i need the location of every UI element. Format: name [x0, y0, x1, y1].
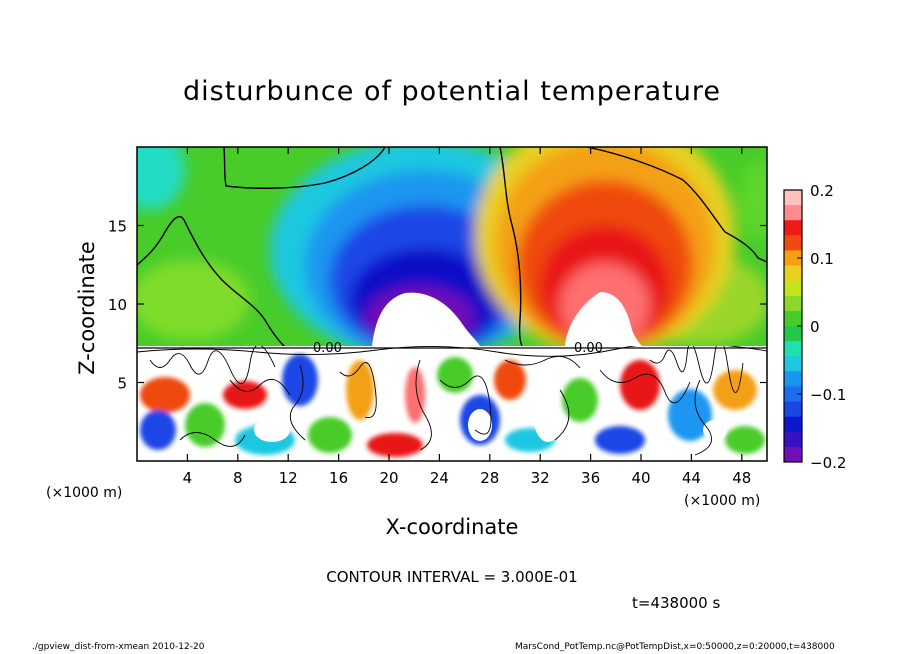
x-unit-left: (×1000 m)	[46, 485, 123, 501]
colorbar-swatch	[784, 250, 802, 267]
x-tick-label: 28	[480, 469, 499, 487]
contour-label-2: 0.00	[574, 341, 603, 356]
colorbar-swatch	[784, 235, 802, 251]
x-tick-label: 8	[233, 469, 243, 487]
colorbar-swatch	[784, 220, 802, 236]
contour-label-1: 0.00	[313, 341, 342, 356]
x-tick-label: 44	[682, 469, 701, 487]
x-tick-label: 20	[379, 469, 398, 487]
colorbar-swatch	[784, 265, 802, 282]
x-tick-label: 36	[581, 469, 600, 487]
colorbar-swatch	[784, 310, 802, 327]
colorbar-swatch	[784, 190, 802, 206]
x-tick-label: 48	[732, 469, 751, 487]
colorbar-swatch	[784, 341, 802, 357]
colorbar-swatch	[784, 446, 802, 463]
x-tick-label: 4	[183, 469, 193, 487]
colorbar-swatch	[784, 295, 802, 312]
x-tick-label: 40	[631, 469, 650, 487]
x-tick-label: 12	[279, 469, 298, 487]
colorbar-swatch	[784, 386, 802, 403]
upper-field	[137, 147, 767, 360]
footer-right: MarsCond_PotTemp.nc@PotTempDist,x=0:5000…	[515, 642, 835, 652]
colorbar-swatch	[784, 280, 802, 297]
colorbar-tick-label: 0.1	[810, 250, 834, 268]
time-label: t=438000 s	[632, 594, 721, 612]
x-tick-label: 32	[531, 469, 550, 487]
colorbar-tick-label: 0	[810, 318, 820, 336]
colorbar-swatch	[784, 205, 802, 221]
contour-interval: CONTOUR INTERVAL = 3.000E-01	[326, 568, 578, 586]
chart-title: disturbunce of potential temperature	[183, 76, 721, 107]
colorbar-swatch	[784, 326, 802, 342]
colorbar-ticks: 0.2 0.1 0 −0.1 −0.2	[797, 182, 846, 472]
footer-left: ./gpview_dist-from-xmean 2010-12-20	[32, 642, 205, 652]
y-axis-label: Z-coordinate	[75, 241, 99, 375]
x-axis: 4 8 12 16 20 24 28 32 36 40 44 48	[183, 147, 751, 487]
colorbar-swatch	[784, 416, 802, 433]
x-unit-right: (×1000 m)	[684, 493, 761, 509]
colorbar-tick-label: −0.1	[810, 386, 846, 404]
y-tick-label: 10	[108, 296, 127, 314]
y-tick-label: 5	[117, 375, 127, 393]
x-tick-label: 24	[430, 469, 449, 487]
lower-field	[137, 346, 767, 461]
colorbar	[783, 189, 803, 463]
colorbar-tick-label: −0.2	[810, 454, 846, 472]
colorbar-swatch	[784, 431, 802, 448]
colorbar-swatch	[784, 371, 802, 387]
x-tick-label: 16	[329, 469, 348, 487]
colorbar-tick-label: 0.2	[810, 182, 834, 200]
y-tick-label: 15	[108, 218, 127, 236]
colorbar-swatch	[784, 356, 802, 372]
colorbar-swatch	[784, 401, 802, 418]
y-axis: 5 10 15	[108, 218, 767, 393]
x-axis-label: X-coordinate	[385, 515, 519, 539]
